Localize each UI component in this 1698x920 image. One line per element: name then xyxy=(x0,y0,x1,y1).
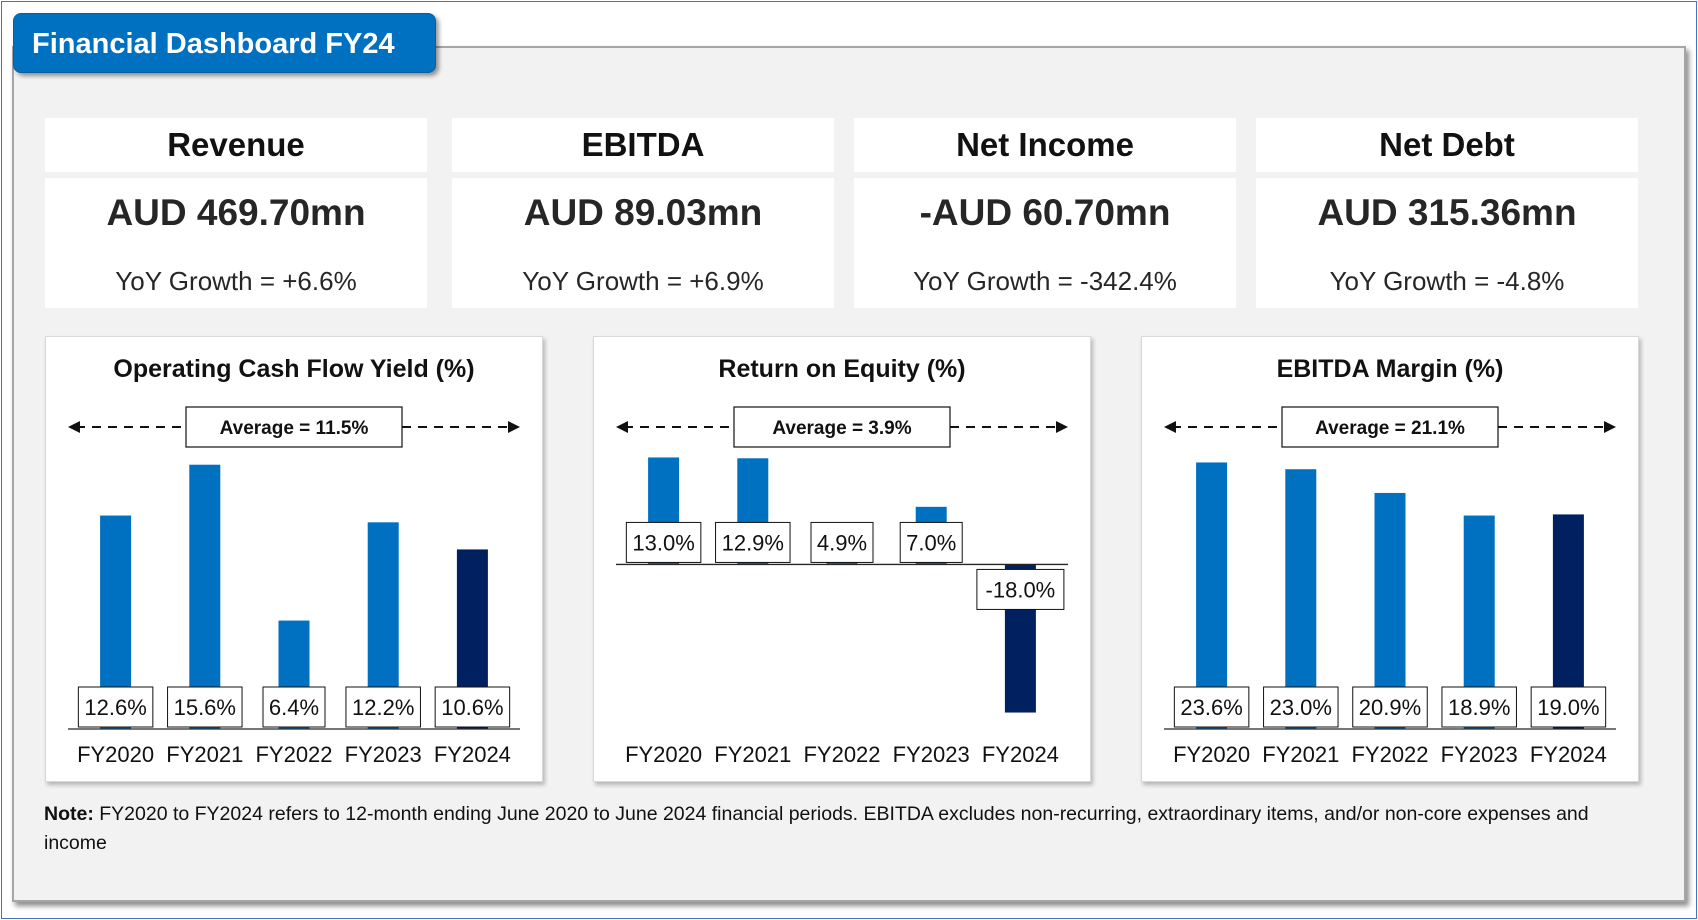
data-label-box xyxy=(976,568,1065,610)
data-label: 23.0% xyxy=(1270,695,1332,720)
category-label: FY2023 xyxy=(345,742,422,767)
data-label-box xyxy=(167,686,243,728)
data-label: 18.9% xyxy=(1448,695,1510,720)
bar-fy2020 xyxy=(1196,462,1228,729)
chart-svg: Operating Cash Flow Yield (%) 12.6% 15.6% 6… xyxy=(68,355,520,767)
footnote-text: FY2020 to FY2024 refers to 12-month endi… xyxy=(44,803,1589,854)
chart-title: EBITDA Margin (%) xyxy=(1277,355,1504,383)
data-label: 7.0% xyxy=(906,530,956,555)
data-label: 20.9% xyxy=(1359,695,1421,720)
bar-fy2021 xyxy=(1285,469,1317,729)
kpi-body: AUD 469.70mn YoY Growth = +6.6% xyxy=(45,178,427,308)
footnote-label: Note: xyxy=(44,803,94,825)
kpi-label: Net Income xyxy=(854,118,1236,172)
chart-svg: EBITDA Margin (%) 23.6% 23.0% 20.9% 18.9% 19.… xyxy=(1164,355,1616,767)
chart-operating-cash-flow-yield: Operating Cash Flow Yield (%) 12.6% 15.6% 6… xyxy=(45,336,543,782)
category-label: FY2023 xyxy=(893,742,970,767)
data-label-box xyxy=(434,686,511,728)
category-label: FY2022 xyxy=(255,742,332,767)
category-label: FY2020 xyxy=(625,742,702,767)
kpi-body: AUD 89.03mn YoY Growth = +6.9% xyxy=(452,178,834,308)
category-label: FY2020 xyxy=(77,742,154,767)
kpi-label: EBITDA xyxy=(452,118,834,172)
kpi-growth: YoY Growth = +6.6% xyxy=(115,266,357,296)
data-label: 10.6% xyxy=(441,695,503,720)
data-label: 12.2% xyxy=(352,695,414,720)
footnote: Note: FY2020 to FY2024 refers to 12-mont… xyxy=(44,800,1644,858)
data-label-box xyxy=(1352,686,1428,728)
data-label-box xyxy=(1173,686,1250,728)
category-label: FY2021 xyxy=(166,742,243,767)
data-label-box xyxy=(345,686,421,728)
data-label: 12.6% xyxy=(84,695,146,720)
average-box xyxy=(1281,406,1499,448)
arrowhead-right-icon xyxy=(1056,421,1068,433)
category-label: FY2023 xyxy=(1441,742,1518,767)
chart-svg: Return on Equity (%) 13.0% 12.9% 4.9% 7.0% -1… xyxy=(616,355,1068,767)
data-label-box xyxy=(899,521,963,563)
category-label: FY2024 xyxy=(1530,742,1607,767)
chart-return-on-equity: Return on Equity (%) 13.0% 12.9% 4.9% 7.0% -1… xyxy=(593,336,1091,782)
arrowhead-right-icon xyxy=(1604,421,1616,433)
data-label: 6.4% xyxy=(269,695,319,720)
data-label-box xyxy=(1263,686,1339,728)
category-label: FY2020 xyxy=(1173,742,1250,767)
dashboard-title: Financial Dashboard FY24 xyxy=(13,13,436,73)
kpi-growth: YoY Growth = -4.8% xyxy=(1329,266,1565,296)
chart-title: Return on Equity (%) xyxy=(718,355,965,383)
data-label: 15.6% xyxy=(174,695,236,720)
average-box xyxy=(185,406,403,448)
chart-ebitda-margin: EBITDA Margin (%) 23.6% 23.0% 20.9% 18.9% 19.… xyxy=(1141,336,1639,782)
data-label: 13.0% xyxy=(632,530,694,555)
arrowhead-left-icon xyxy=(616,421,628,433)
arrowhead-left-icon xyxy=(1164,421,1176,433)
category-label: FY2022 xyxy=(1351,742,1428,767)
kpi-body: -AUD 60.70mn YoY Growth = -342.4% xyxy=(854,178,1236,308)
category-label: FY2021 xyxy=(714,742,791,767)
data-label-box xyxy=(1441,686,1517,728)
average-label: Average = 3.9% xyxy=(772,418,911,439)
data-label-box xyxy=(625,521,702,563)
data-label-box xyxy=(262,686,326,728)
data-label: 12.9% xyxy=(722,530,784,555)
arrowhead-left-icon xyxy=(68,421,80,433)
chart-title: Operating Cash Flow Yield (%) xyxy=(113,355,474,383)
kpi-label: Revenue xyxy=(45,118,427,172)
data-label: 19.0% xyxy=(1537,695,1599,720)
arrowhead-right-icon xyxy=(508,421,520,433)
kpi-growth: YoY Growth = -342.4% xyxy=(913,266,1177,296)
bar-fy2021 xyxy=(189,464,221,729)
kpi-label: Net Debt xyxy=(1256,118,1638,172)
average-label: Average = 11.5% xyxy=(220,418,369,439)
data-label: -18.0% xyxy=(986,577,1056,602)
kpi-growth: YoY Growth = +6.9% xyxy=(522,266,764,296)
kpi-value: AUD 89.03mn xyxy=(523,192,763,233)
category-label: FY2022 xyxy=(803,742,880,767)
kpi-value: -AUD 60.70mn xyxy=(919,192,1171,233)
kpi-value: AUD 469.70mn xyxy=(106,192,366,233)
average-box xyxy=(733,406,951,448)
category-label: FY2024 xyxy=(982,742,1059,767)
data-label: 23.6% xyxy=(1180,695,1242,720)
category-label: FY2021 xyxy=(1262,742,1339,767)
data-label-box xyxy=(1530,686,1607,728)
average-label: Average = 21.1% xyxy=(1315,418,1465,439)
data-label-box xyxy=(715,521,791,563)
kpi-body: AUD 315.36mn YoY Growth = -4.8% xyxy=(1256,178,1638,308)
data-label-box xyxy=(77,686,154,728)
data-label-box xyxy=(810,521,874,563)
kpi-value: AUD 315.36mn xyxy=(1317,192,1577,233)
category-label: FY2024 xyxy=(434,742,511,767)
data-label: 4.9% xyxy=(817,530,867,555)
